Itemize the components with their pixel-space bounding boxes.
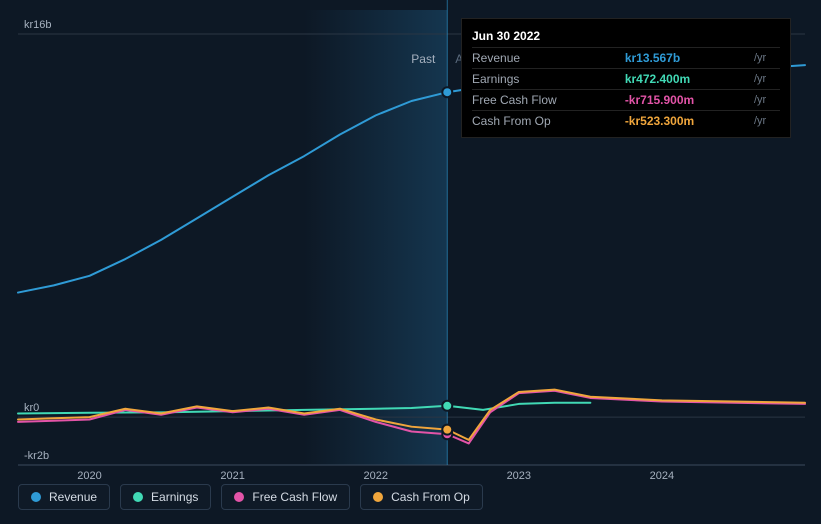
legend-item-label: Earnings: [151, 490, 198, 504]
tooltip-row-label: Earnings: [472, 69, 625, 90]
tooltip-row-label: Cash From Op: [472, 111, 625, 132]
legend-item-revenue[interactable]: Revenue: [18, 484, 110, 510]
tooltip-date: Jun 30 2022: [472, 25, 780, 47]
chart-tooltip: Jun 30 2022 Revenuekr13.567b/yrEarningsk…: [461, 18, 791, 138]
chart-legend: Revenue Earnings Free Cash Flow Cash From O…: [18, 484, 483, 510]
legend-dot-icon: [133, 492, 143, 502]
legend-dot-icon: [234, 492, 244, 502]
tooltip-row-value: kr13.567b: [625, 48, 750, 69]
tooltip-row-unit: /yr: [750, 48, 780, 69]
svg-text:kr16b: kr16b: [24, 19, 52, 31]
svg-text:kr0: kr0: [24, 402, 39, 414]
legend-dot-icon: [31, 492, 41, 502]
svg-text:2022: 2022: [363, 470, 387, 482]
tooltip-row-value: -kr523.300m: [625, 111, 750, 132]
legend-item-label: Revenue: [49, 490, 97, 504]
svg-text:2023: 2023: [507, 470, 531, 482]
tooltip-row-value: -kr715.900m: [625, 90, 750, 111]
svg-text:2020: 2020: [77, 470, 101, 482]
legend-item-earnings[interactable]: Earnings: [120, 484, 211, 510]
tooltip-row-value: kr472.400m: [625, 69, 750, 90]
tooltip-row-unit: /yr: [750, 111, 780, 132]
tooltip-row-unit: /yr: [750, 90, 780, 111]
legend-item-label: Free Cash Flow: [252, 490, 337, 504]
legend-dot-icon: [373, 492, 383, 502]
svg-text:2021: 2021: [220, 470, 244, 482]
tooltip-row-label: Free Cash Flow: [472, 90, 625, 111]
tooltip-row-label: Revenue: [472, 48, 625, 69]
svg-text:2024: 2024: [650, 470, 674, 482]
legend-item-label: Cash From Op: [391, 490, 470, 504]
tooltip-row-unit: /yr: [750, 69, 780, 90]
legend-item-cfo[interactable]: Cash From Op: [360, 484, 483, 510]
tooltip-row: Earningskr472.400m/yr: [472, 69, 780, 90]
tooltip-table: Revenuekr13.567b/yrEarningskr472.400m/yr…: [472, 47, 780, 131]
tooltip-row: Free Cash Flow-kr715.900m/yr: [472, 90, 780, 111]
legend-item-fcf[interactable]: Free Cash Flow: [221, 484, 350, 510]
tooltip-row: Revenuekr13.567b/yr: [472, 48, 780, 69]
past-section-label: Past: [411, 52, 435, 66]
tooltip-row: Cash From Op-kr523.300m/yr: [472, 111, 780, 132]
svg-text:-kr2b: -kr2b: [24, 450, 49, 462]
